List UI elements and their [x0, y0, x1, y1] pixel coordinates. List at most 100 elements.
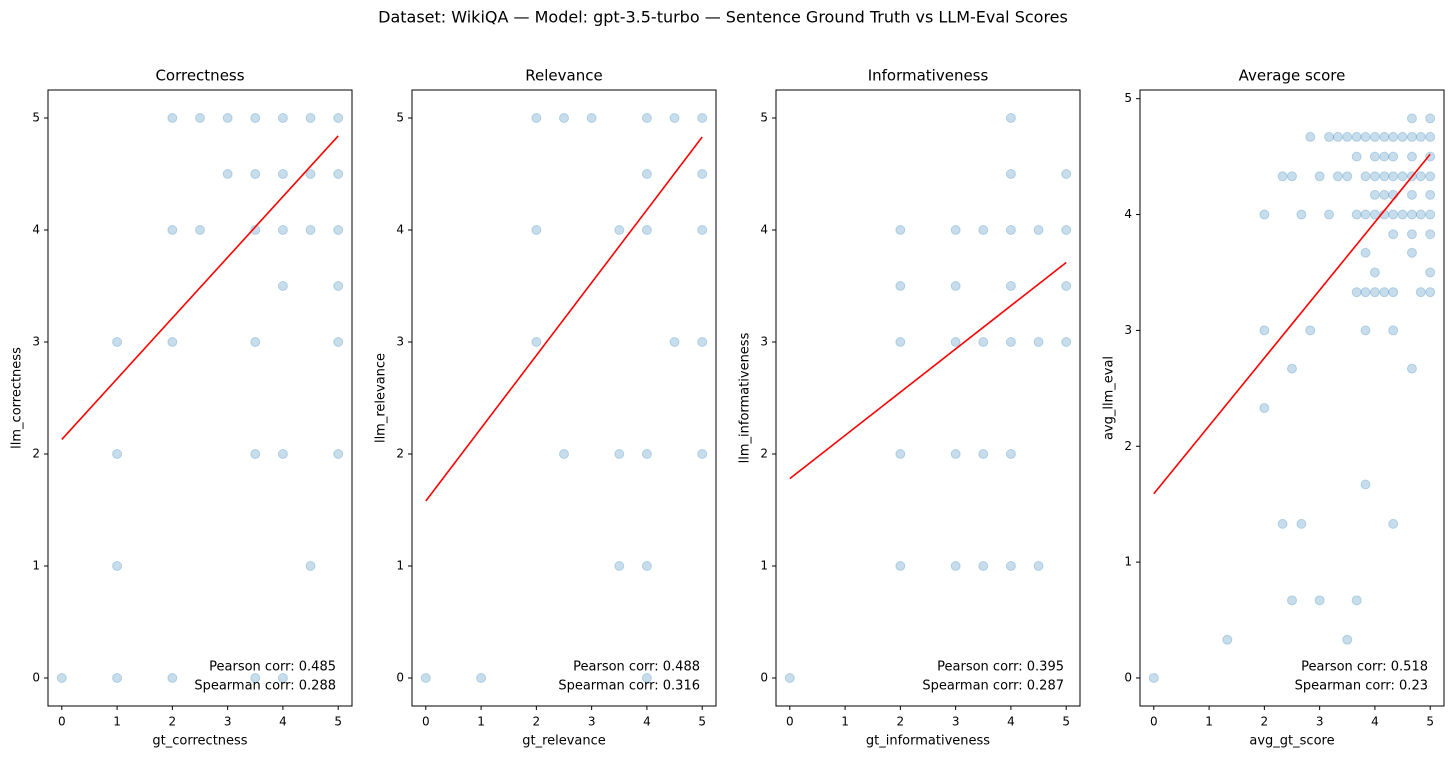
point — [277, 225, 288, 235]
y-tick-label: 3 — [396, 335, 404, 349]
point — [1360, 247, 1371, 258]
point — [1388, 209, 1399, 220]
x-tick-label: 5 — [698, 715, 706, 729]
point — [1397, 131, 1408, 142]
point — [531, 113, 542, 123]
point — [250, 169, 261, 179]
point — [1061, 225, 1072, 235]
y-axis-label: llm_correctness — [10, 347, 25, 449]
point — [950, 449, 961, 459]
point — [614, 225, 625, 235]
point — [978, 337, 989, 347]
point — [531, 337, 542, 347]
x-tick-label: 3 — [1316, 715, 1324, 729]
point — [1061, 169, 1072, 179]
point — [895, 337, 906, 347]
point — [277, 113, 288, 123]
y-tick-label: 1 — [1124, 555, 1132, 569]
point — [277, 169, 288, 179]
point — [669, 337, 680, 347]
point — [1342, 171, 1353, 182]
point — [1360, 171, 1371, 182]
point — [56, 673, 67, 683]
annotation: Pearson corr: 0.518 — [1301, 660, 1428, 675]
point — [112, 673, 123, 683]
point — [1406, 113, 1417, 124]
point — [1351, 209, 1362, 220]
point — [277, 281, 288, 291]
y-axis-label: llm_informativeness — [738, 332, 753, 463]
x-tick-label: 2 — [169, 715, 177, 729]
point — [1324, 131, 1335, 142]
point — [277, 673, 288, 683]
point — [697, 337, 708, 347]
annotation: Spearman corr: 0.23 — [1295, 679, 1428, 694]
point — [305, 113, 316, 123]
point — [1314, 595, 1325, 606]
point — [1005, 113, 1016, 123]
point — [195, 225, 205, 235]
point — [1296, 518, 1307, 529]
axes-frame — [411, 89, 717, 707]
y-tick-label: 1 — [760, 559, 768, 573]
point — [167, 673, 178, 683]
subplot-title: Relevance — [525, 67, 602, 85]
point — [1360, 325, 1371, 336]
point — [1351, 287, 1362, 298]
point — [1379, 131, 1390, 142]
point — [950, 561, 961, 571]
x-axis-label: gt_informativeness — [866, 734, 990, 749]
point — [1005, 225, 1016, 235]
point — [978, 561, 989, 571]
point — [1425, 151, 1436, 162]
y-tick-label: 2 — [32, 447, 40, 461]
y-tick-label: 2 — [1124, 439, 1132, 453]
annotation: Spearman corr: 0.288 — [194, 679, 336, 694]
point — [333, 113, 344, 123]
x-tick-label: 0 — [786, 715, 794, 729]
point — [1005, 561, 1016, 571]
point — [1388, 171, 1399, 182]
point — [1005, 169, 1016, 179]
point — [333, 449, 344, 459]
point — [697, 449, 708, 459]
y-tick-label: 5 — [1124, 91, 1132, 105]
y-axis-label: llm_relevance — [374, 353, 389, 443]
point — [305, 225, 316, 235]
point — [586, 113, 597, 123]
point — [333, 281, 344, 291]
point — [1148, 672, 1159, 683]
point — [1287, 595, 1297, 606]
x-tick-label: 5 — [334, 715, 342, 729]
point — [250, 449, 261, 459]
point — [1388, 325, 1399, 336]
axes-frame — [775, 89, 1081, 707]
point — [112, 561, 123, 571]
point — [641, 561, 652, 571]
point — [305, 561, 316, 571]
point — [112, 449, 123, 459]
point — [641, 225, 652, 235]
point — [559, 449, 569, 459]
point — [1415, 209, 1426, 220]
y-tick-label: 2 — [396, 447, 404, 461]
point — [420, 673, 431, 683]
subplot-title: Informativeness — [868, 67, 989, 85]
point — [614, 561, 625, 571]
y-tick-label: 4 — [396, 223, 404, 237]
x-tick-label: 0 — [58, 715, 66, 729]
point — [1342, 131, 1353, 142]
x-tick-label: 4 — [643, 715, 651, 729]
y-tick-label: 0 — [32, 671, 40, 685]
y-tick-label: 3 — [1124, 323, 1132, 337]
point — [1379, 171, 1390, 182]
point — [1005, 337, 1016, 347]
point — [1277, 518, 1288, 529]
point — [1388, 229, 1399, 240]
point — [1324, 209, 1335, 220]
x-tick-label: 4 — [279, 715, 287, 729]
point — [641, 113, 652, 123]
point — [1360, 479, 1371, 490]
x-tick-label: 1 — [477, 715, 485, 729]
point — [950, 337, 961, 347]
